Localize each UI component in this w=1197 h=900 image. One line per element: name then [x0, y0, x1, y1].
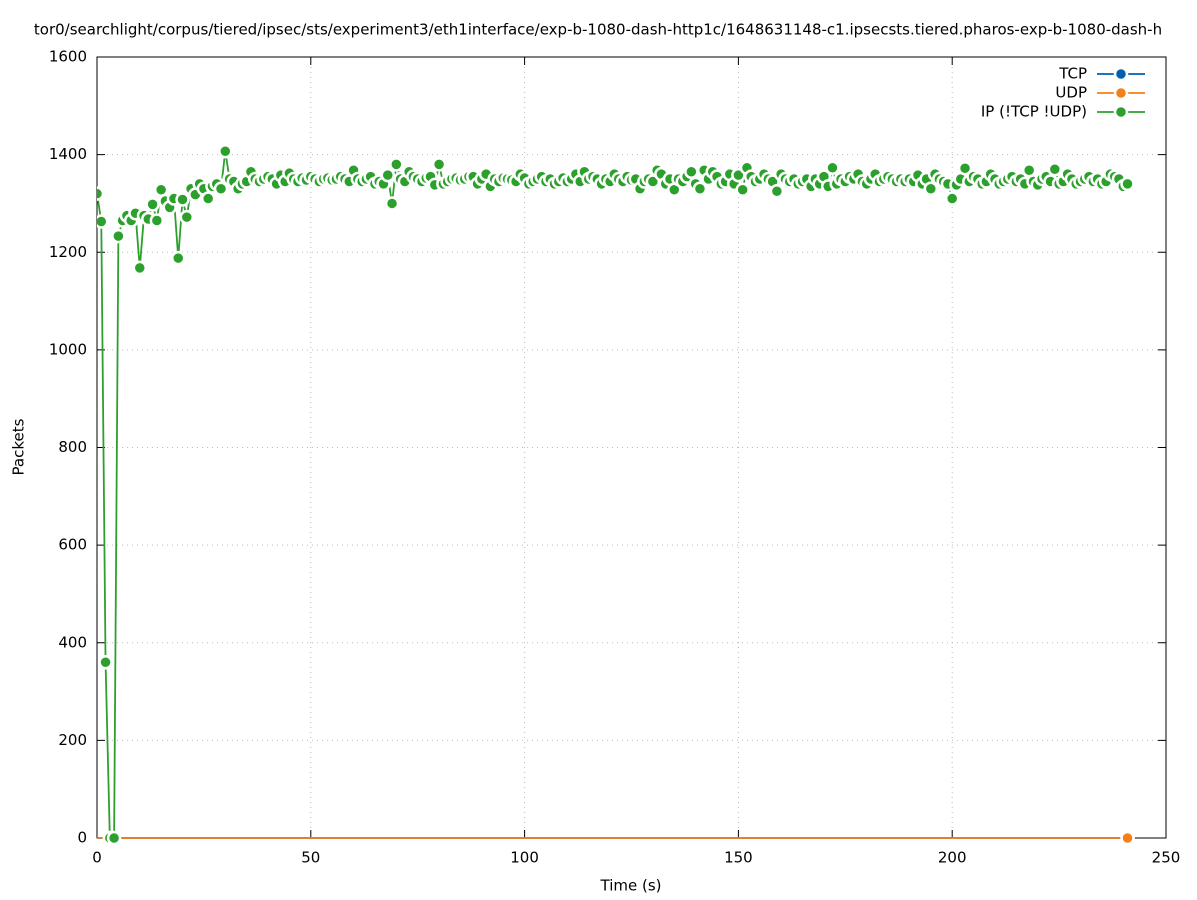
- series-point: [944, 191, 960, 206]
- series-point: [175, 192, 190, 207]
- x-tick-label: 0: [92, 849, 102, 867]
- y-tick-label: 1000: [49, 340, 87, 358]
- series-point: [389, 157, 404, 172]
- x-tick-label: 100: [510, 849, 539, 867]
- x-tick-label: 50: [301, 849, 320, 867]
- legend-label: UDP: [1055, 84, 1087, 102]
- x-tick-label: 200: [938, 849, 967, 867]
- series-point: [145, 197, 160, 212]
- series-point: [213, 181, 229, 197]
- legend-marker: [1113, 104, 1129, 120]
- y-tick-label: 600: [58, 536, 87, 554]
- series-point: [1047, 162, 1063, 177]
- x-tick-label: 150: [724, 849, 753, 867]
- series-point: [692, 181, 708, 197]
- legend-label: IP (!TCP !UDP): [981, 103, 1087, 121]
- series-point: [149, 213, 165, 228]
- x-tick-label: 250: [1152, 849, 1181, 867]
- y-tick-label: 800: [58, 438, 87, 456]
- y-tick-label: 1200: [49, 243, 87, 261]
- legend-marker: [1113, 85, 1129, 101]
- series-point: [106, 830, 122, 845]
- x-axis-label: Time (s): [600, 877, 662, 895]
- y-tick-label: 200: [58, 731, 87, 749]
- legend-label: TCP: [1058, 65, 1087, 83]
- series-point: [825, 160, 840, 176]
- series-point: [179, 209, 195, 225]
- series-point: [97, 186, 105, 201]
- series-point: [735, 182, 750, 198]
- series-point: [218, 143, 233, 159]
- series-point: [132, 260, 148, 276]
- series-point: [97, 214, 109, 229]
- series-point: [98, 655, 113, 670]
- y-tick-label: 1400: [49, 145, 87, 163]
- series-point: [1120, 176, 1135, 192]
- y-tick-label: 0: [77, 829, 87, 847]
- series-point: [769, 183, 785, 199]
- series-point: [170, 250, 186, 266]
- y-tick-label: 1600: [49, 48, 87, 66]
- series-point: [111, 228, 126, 244]
- series-point: [384, 196, 400, 211]
- series-point: [380, 167, 396, 183]
- series-point: [200, 191, 216, 206]
- series-point: [684, 164, 699, 179]
- series-point: [431, 157, 447, 172]
- chart-title: tor0/searchlight/corpus/tiered/ipsec/sts…: [34, 21, 1162, 39]
- series-point: [957, 161, 973, 176]
- y-tick-label: 400: [58, 633, 87, 651]
- y-axis-label: Packets: [10, 418, 28, 475]
- series-point: [1120, 830, 1135, 845]
- plot-area: [97, 143, 1135, 845]
- series-line: [97, 151, 1128, 839]
- legend-marker: [1113, 66, 1129, 82]
- series-point: [923, 181, 939, 197]
